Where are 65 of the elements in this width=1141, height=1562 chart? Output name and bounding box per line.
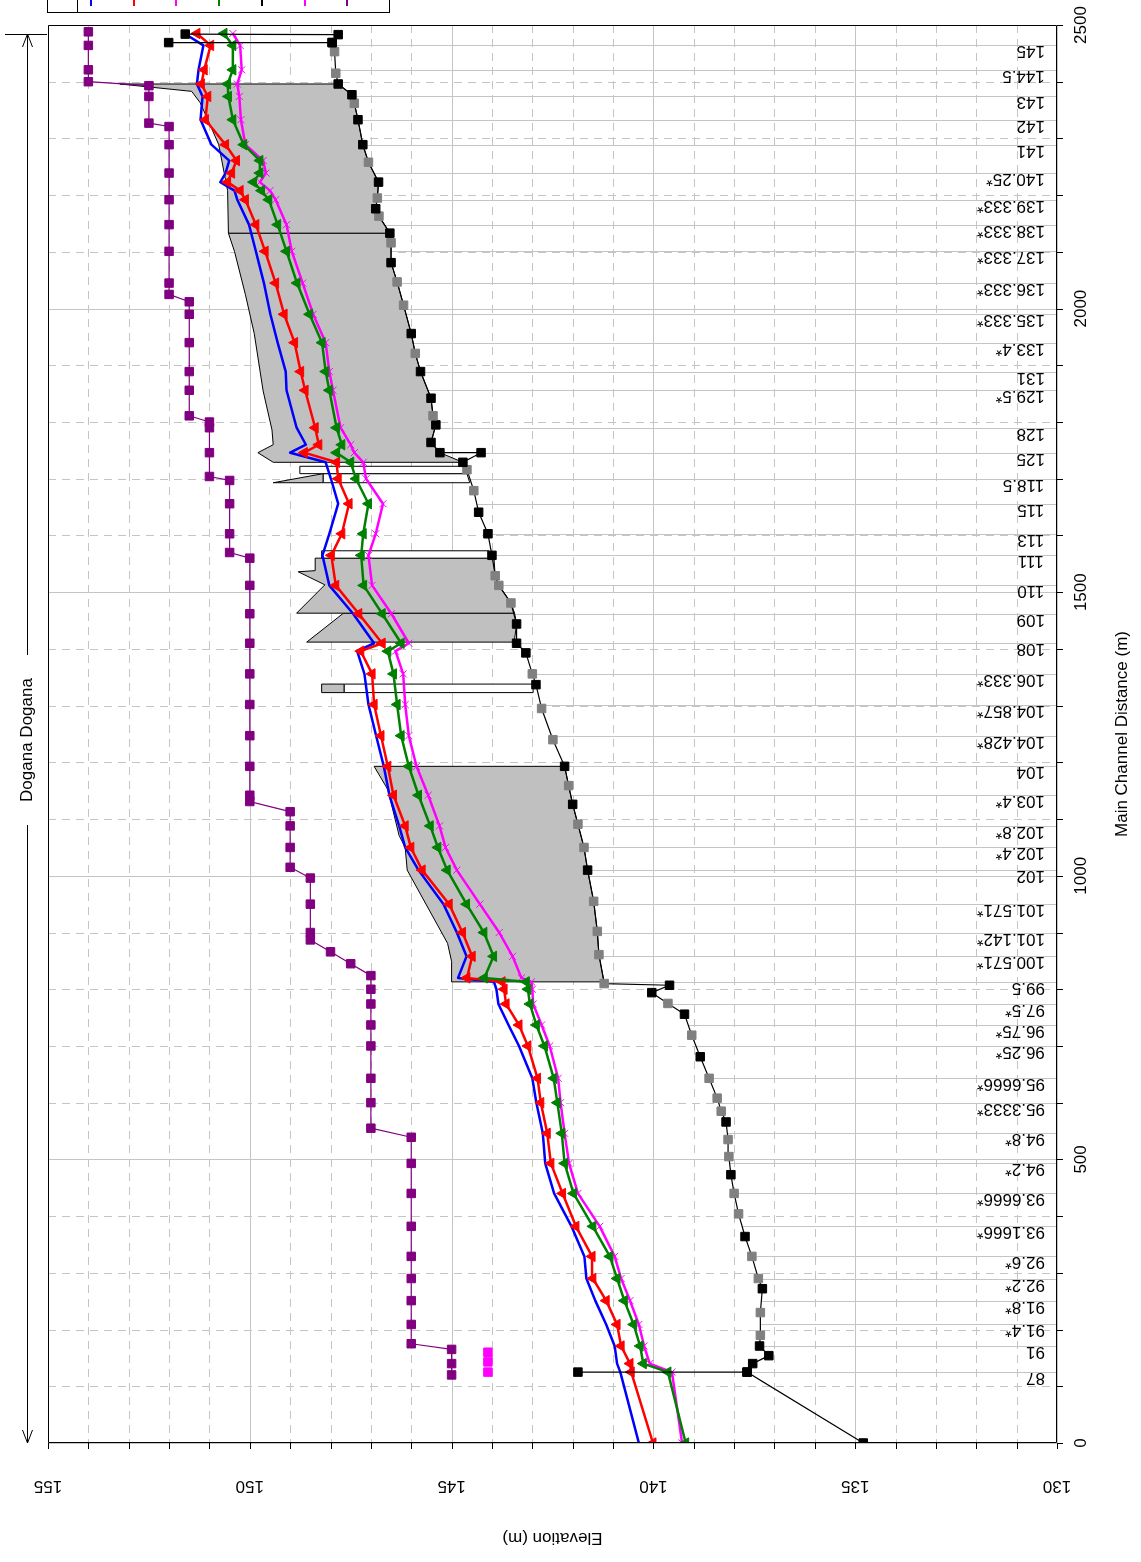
annotation: 125 bbox=[1016, 450, 1045, 469]
annotation: 92.6* bbox=[1004, 1253, 1045, 1272]
x-tick-label: 130 bbox=[1042, 1477, 1072, 1497]
annotation: 142 bbox=[1016, 117, 1045, 136]
annotation: 133.4* bbox=[995, 340, 1045, 359]
annotation: 93.6666* bbox=[976, 1190, 1046, 1209]
annotation: 102.4* bbox=[995, 844, 1045, 863]
text: Dogana Dogana bbox=[16, 677, 36, 802]
annotation: 106.333* bbox=[976, 671, 1046, 690]
annotation: 111 bbox=[1017, 552, 1044, 571]
annotation: 94.8* bbox=[1004, 1130, 1045, 1149]
annotation: 144.5 bbox=[1002, 67, 1045, 86]
annotation: 91.4* bbox=[1004, 1321, 1045, 1340]
annotation: 102.8* bbox=[995, 823, 1045, 842]
annotation: 141 bbox=[1016, 142, 1045, 161]
annotation: 91.8* bbox=[1004, 1298, 1045, 1317]
x-axis-title: Elevation (m) bbox=[502, 1529, 603, 1549]
annotation: 104.857* bbox=[976, 702, 1046, 721]
annotation: 136.333* bbox=[976, 280, 1046, 299]
annotation: 113 bbox=[1017, 531, 1045, 550]
y-tick-label: 2000 bbox=[1070, 289, 1090, 328]
annotation: 108 bbox=[1016, 640, 1045, 659]
annotation: 138.333* bbox=[976, 222, 1046, 241]
y-axis-title: Main Channel Distance (m) bbox=[1111, 631, 1131, 837]
annotation: 92.2* bbox=[1004, 1276, 1045, 1295]
annotation: 91 bbox=[1026, 1343, 1046, 1362]
annotation: 139.333* bbox=[976, 197, 1046, 216]
annotation: 93.1666* bbox=[976, 1223, 1046, 1242]
annotation: 102 bbox=[1016, 867, 1045, 886]
y-tick-label: 500 bbox=[1070, 1145, 1090, 1174]
annotation: 129.5* bbox=[995, 387, 1045, 406]
annotation: 87 bbox=[1026, 1369, 1046, 1388]
annotation: 115 bbox=[1017, 501, 1045, 520]
x-tick-label: 155 bbox=[33, 1477, 63, 1497]
y-tick-label: 2500 bbox=[1070, 6, 1090, 44]
annotation: 96.25* bbox=[995, 1043, 1045, 1062]
annotation: 110 bbox=[1017, 582, 1045, 601]
x-tick-label: 145 bbox=[437, 1477, 466, 1497]
annotation: 100.571* bbox=[976, 953, 1046, 972]
annotation: 103.4* bbox=[995, 792, 1045, 811]
annotation: 109 bbox=[1016, 611, 1045, 630]
annotation: 140.25* bbox=[985, 170, 1045, 189]
annotation: 145 bbox=[1016, 42, 1045, 61]
annotation: 101.142* bbox=[976, 930, 1046, 949]
x-tick-label: 140 bbox=[639, 1477, 668, 1497]
annotation: 128 bbox=[1016, 425, 1045, 444]
y-tick-label: 1500 bbox=[1070, 573, 1090, 612]
annotation: 99.5 bbox=[1011, 979, 1045, 998]
x-tick-label: 135 bbox=[841, 1477, 870, 1497]
annotation: 104 bbox=[1016, 763, 1045, 782]
annotation: 104.428* bbox=[976, 733, 1046, 752]
annotation: 131 bbox=[1016, 369, 1045, 388]
annotation: 95.6666* bbox=[976, 1075, 1046, 1094]
annotation: 135.333* bbox=[976, 311, 1046, 330]
annotation: 143 bbox=[1016, 93, 1045, 112]
annotation: 118.5 bbox=[1002, 476, 1045, 495]
annotation: 94.2* bbox=[1004, 1160, 1045, 1179]
annotation: 97.5* bbox=[1004, 1001, 1045, 1020]
x-tick-label: 150 bbox=[235, 1477, 264, 1497]
annotation: 101.571* bbox=[976, 901, 1046, 920]
annotation: 137.333* bbox=[976, 248, 1046, 267]
y-tick-label: 0 bbox=[1070, 1438, 1090, 1448]
annotation: 95.3333* bbox=[976, 1100, 1046, 1119]
y-tick-label: 1000 bbox=[1070, 856, 1090, 895]
annotation: 96.75* bbox=[995, 1022, 1045, 1041]
